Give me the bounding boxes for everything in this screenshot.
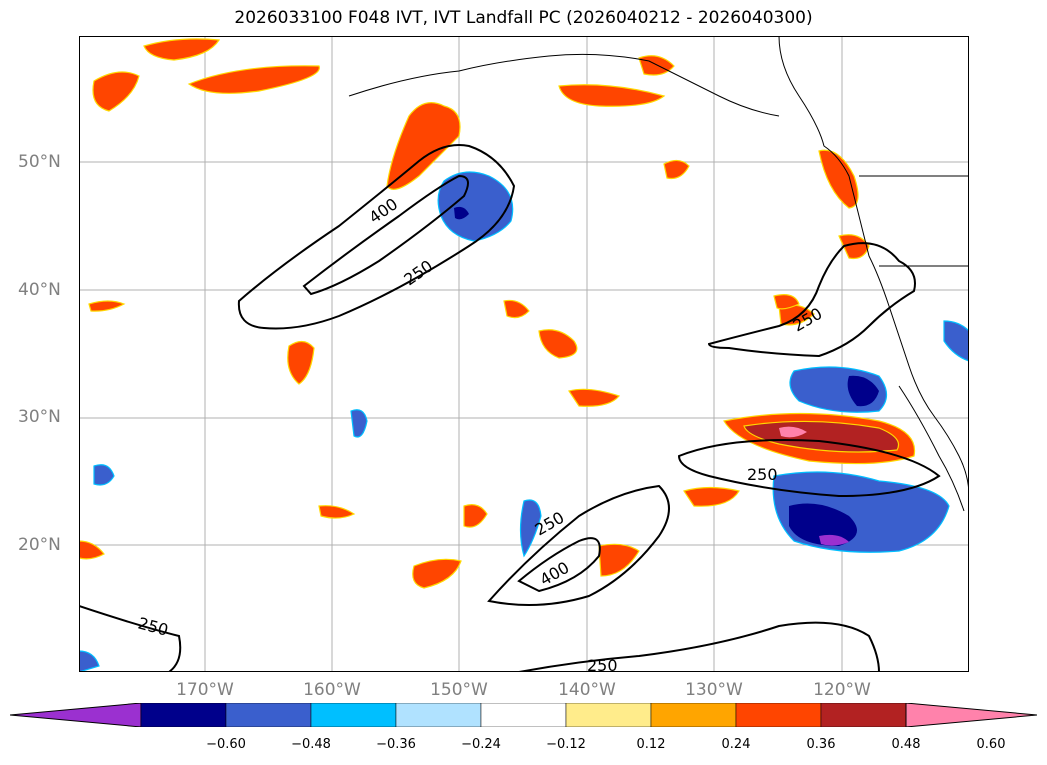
lon-label-160w: 160°W bbox=[303, 680, 361, 700]
ivt-region bbox=[538, 329, 578, 359]
lon-label-170w: 170°W bbox=[176, 680, 234, 700]
colorbar-cell bbox=[310, 703, 397, 727]
ivt-region bbox=[79, 540, 105, 560]
baja-coast bbox=[898, 385, 965, 512]
ivt-region bbox=[318, 505, 356, 519]
coastlines bbox=[348, 36, 969, 512]
contour-400-central bbox=[517, 537, 601, 593]
ivt-region bbox=[463, 504, 488, 528]
contour-250-central bbox=[487, 484, 670, 606]
ivt-region bbox=[93, 464, 115, 486]
colorbar-tick-label: −0.12 bbox=[546, 737, 586, 752]
negative-ivt-regions bbox=[79, 171, 969, 672]
contour-250-north bbox=[237, 144, 516, 330]
colorbar-tick-label: −0.60 bbox=[206, 737, 246, 752]
ivt-region bbox=[287, 340, 315, 385]
colorbar-tick-label: −0.24 bbox=[461, 737, 501, 752]
ivt-region bbox=[187, 65, 320, 94]
colorbar-cell bbox=[565, 703, 652, 727]
ivt-region bbox=[663, 159, 690, 180]
positive-ivt-regions bbox=[79, 38, 916, 589]
colorbar-tick-label: 0.48 bbox=[891, 737, 921, 752]
contour-label: 250 bbox=[747, 465, 778, 484]
colorbar-tick-label: 0.24 bbox=[721, 737, 751, 752]
lat-label-20n: 20°N bbox=[18, 535, 61, 555]
alaska-coast bbox=[348, 53, 780, 117]
ivt-region bbox=[503, 299, 530, 319]
ivt-region bbox=[638, 55, 675, 76]
contour-250-south bbox=[677, 439, 941, 498]
contour-label: 400 bbox=[365, 194, 401, 227]
ivt-region bbox=[412, 558, 462, 589]
contour-250-east bbox=[707, 242, 916, 358]
ivt-region bbox=[143, 38, 221, 61]
lat-label-40n: 40°N bbox=[18, 280, 61, 300]
ivt-region bbox=[819, 534, 849, 546]
map-title: 2026033100 F048 IVT, IVT Landfall PC (20… bbox=[234, 8, 813, 28]
ivt-region bbox=[818, 149, 859, 209]
ivt-region bbox=[79, 650, 100, 672]
contour-labels: 400 250 250 250 250 400 250 250 bbox=[136, 194, 825, 672]
lon-label-150w: 150°W bbox=[430, 680, 488, 700]
map-panel[interactable]: 400 250 250 250 250 400 250 250 bbox=[79, 36, 969, 672]
colorbar-cell-extend-low bbox=[10, 703, 142, 727]
ivt-region bbox=[92, 71, 140, 112]
pc-contours bbox=[79, 144, 941, 672]
ivt-region bbox=[519, 499, 542, 558]
colorbar bbox=[10, 703, 1037, 727]
ivt-region bbox=[568, 388, 621, 407]
colorbar-tick-label: −0.48 bbox=[291, 737, 331, 752]
contour-250-southwest bbox=[79, 605, 182, 672]
north-america-coast bbox=[778, 36, 969, 497]
lon-label-130w: 130°W bbox=[685, 680, 743, 700]
graticule bbox=[79, 36, 969, 672]
colorbar-tick-label: 0.60 bbox=[976, 737, 1006, 752]
colorbar-tick-label: 0.12 bbox=[636, 737, 666, 752]
colorbar-cell bbox=[140, 703, 227, 727]
ivt-region bbox=[386, 102, 461, 190]
ivt-region bbox=[88, 300, 126, 312]
ivt-region bbox=[350, 409, 368, 438]
ivt-region bbox=[943, 320, 969, 362]
colorbar-cell-extend-high bbox=[905, 703, 1037, 727]
ivt-region bbox=[598, 543, 640, 577]
ivt-region bbox=[789, 503, 857, 546]
colorbar-cell bbox=[735, 703, 822, 727]
ivt-region bbox=[454, 206, 469, 220]
ivt-region-peak bbox=[779, 426, 807, 438]
ivt-region bbox=[773, 294, 800, 310]
ivt-region bbox=[847, 375, 879, 407]
contour-400-north bbox=[302, 174, 469, 296]
colorbar-cell bbox=[480, 703, 567, 727]
colorbar-cell bbox=[395, 703, 482, 727]
lat-label-50n: 50°N bbox=[18, 152, 61, 172]
colorbar-tick-label: 0.36 bbox=[806, 737, 836, 752]
colorbar-cell bbox=[820, 703, 907, 727]
ivt-region bbox=[838, 234, 870, 260]
lat-label-30n: 30°N bbox=[18, 407, 61, 427]
ivt-region bbox=[683, 486, 740, 507]
contour-label: 250 bbox=[136, 614, 170, 640]
colorbar-tick-label: −0.36 bbox=[376, 737, 416, 752]
ivt-region bbox=[558, 84, 666, 107]
lon-label-120w: 120°W bbox=[813, 680, 871, 700]
contour-250-bottom bbox=[518, 621, 880, 672]
colorbar-cell bbox=[650, 703, 737, 727]
contour-label: 250 bbox=[587, 656, 618, 672]
colorbar-cell bbox=[225, 703, 312, 727]
ivt-region bbox=[437, 171, 514, 242]
lon-label-140w: 140°W bbox=[558, 680, 616, 700]
